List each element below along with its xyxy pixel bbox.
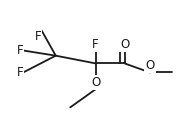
Text: F: F	[17, 44, 23, 57]
Text: O: O	[120, 38, 129, 51]
Text: F: F	[92, 38, 99, 51]
Text: O: O	[145, 59, 155, 72]
Text: F: F	[17, 66, 23, 79]
Text: O: O	[91, 76, 100, 89]
Text: F: F	[35, 30, 41, 43]
